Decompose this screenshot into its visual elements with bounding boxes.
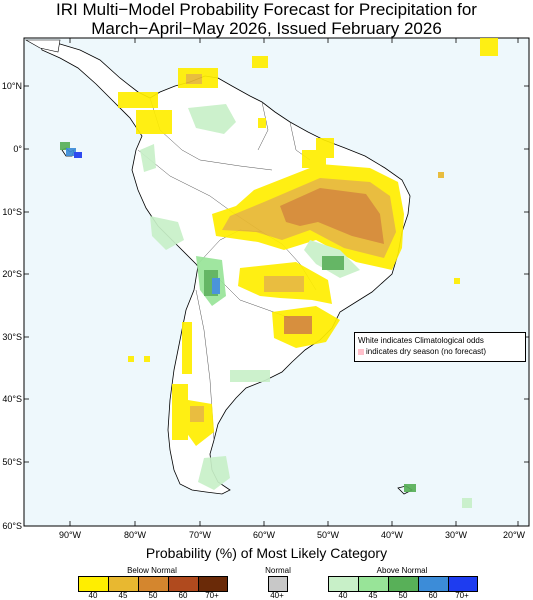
below-normal-tick: 40 — [88, 591, 98, 600]
normal-label: Normal — [265, 566, 291, 575]
lat-label: 10°N — [2, 81, 22, 91]
lon-label: 60°W — [253, 530, 276, 540]
lon-label: 40°W — [381, 530, 404, 540]
dry-season-note: indicates dry season (no forecast) — [366, 347, 487, 356]
above-normal-swatch — [419, 577, 449, 591]
below-normal-tick: 70+ — [205, 591, 219, 600]
lon-label: 80°W — [124, 530, 147, 540]
normal-ticks: 40+ — [262, 591, 292, 600]
above-normal-swatch — [359, 577, 389, 591]
lat-label: 0° — [13, 144, 22, 154]
map-ticks — [24, 38, 529, 526]
lon-labels: 90°W 80°W 70°W 60°W 50°W 40°W 30°W 20°W — [59, 530, 526, 540]
above-normal-tick: 70+ — [455, 591, 469, 600]
above-normal-label: Above Normal — [376, 566, 428, 575]
dry-season-note-row: indicates dry season (no forecast) — [358, 346, 522, 357]
normal-scale — [268, 576, 288, 592]
climatological-odds-note: White indicates Climatological odds — [358, 336, 484, 345]
lat-label: 10°S — [2, 207, 22, 217]
forecast-shading — [60, 38, 498, 508]
above-normal-swatch — [389, 577, 419, 591]
above-normal-tick: 40 — [338, 591, 348, 600]
lon-label: 20°W — [503, 530, 526, 540]
lon-label: 70°W — [189, 530, 212, 540]
lon-label: 90°W — [59, 530, 82, 540]
below-normal-tick: 60 — [178, 591, 188, 600]
map-note-box: White indicates Climatological odds indi… — [354, 332, 526, 362]
below-normal-swatch — [109, 577, 139, 591]
above-normal-swatch — [449, 577, 477, 591]
normal-tick: 40+ — [270, 591, 284, 600]
above-normal-scale — [328, 576, 478, 592]
lat-label: 20°S — [2, 269, 22, 279]
lat-label: 30°S — [2, 332, 22, 342]
map-title-line-2: March−April−May 2026, Issued February 20… — [91, 19, 442, 38]
below-normal-tick: 50 — [148, 591, 158, 600]
lat-label: 60°S — [2, 521, 22, 531]
lon-label: 30°W — [445, 530, 468, 540]
map-title-line-1: IRI Multi−Model Probability Forecast for… — [56, 0, 477, 19]
dry-season-swatch — [358, 348, 364, 355]
central-america-land — [24, 39, 61, 53]
below-normal-swatch — [139, 577, 169, 591]
below-normal-label: Below Normal — [127, 566, 177, 575]
below-normal-tick: 45 — [118, 591, 128, 600]
below-normal-swatch — [199, 577, 227, 591]
normal-swatch — [269, 577, 287, 591]
lat-labels: 10°N 0° 10°S 20°S 30°S 40°S 50°S 60°S — [2, 81, 23, 531]
legend-title: Probability (%) of Most Likely Category — [145, 545, 388, 561]
below-normal-swatch — [169, 577, 199, 591]
above-normal-swatch — [329, 577, 359, 591]
above-normal-tick: 50 — [398, 591, 408, 600]
lat-label: 40°S — [2, 394, 22, 404]
above-normal-tick: 45 — [368, 591, 378, 600]
below-normal-swatch — [79, 577, 109, 591]
lat-label: 50°S — [2, 457, 22, 467]
lon-label: 50°W — [317, 530, 340, 540]
above-normal-ticks: 40 45 50 60 70+ — [328, 591, 476, 600]
below-normal-scale — [78, 576, 228, 592]
below-normal-ticks: 40 45 50 60 70+ — [78, 591, 226, 600]
above-normal-tick: 60 — [428, 591, 438, 600]
